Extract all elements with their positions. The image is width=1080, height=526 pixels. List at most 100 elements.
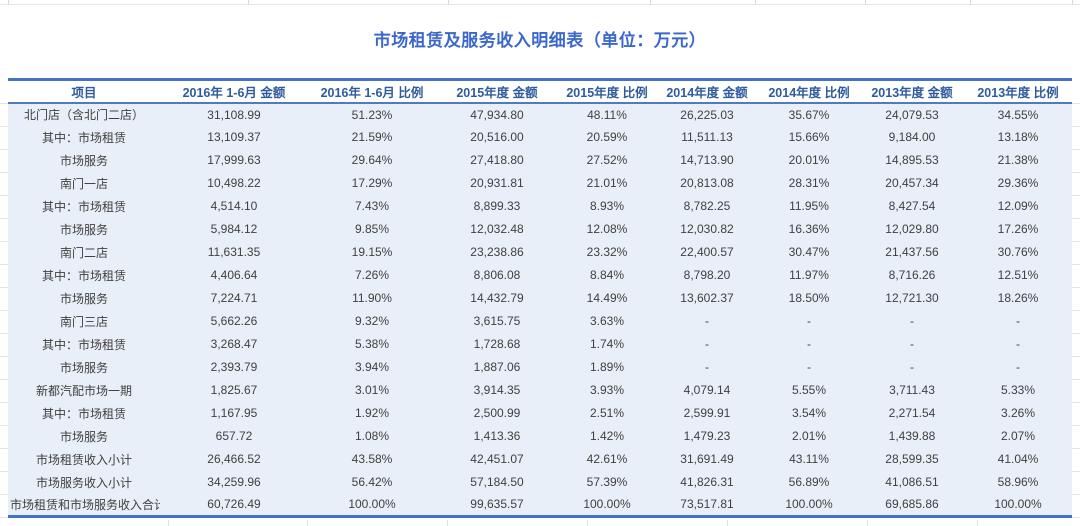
- cell-value: 43.11%: [789, 452, 829, 466]
- cell-value: 20,457.34: [885, 176, 939, 190]
- cell-value: 56.42%: [351, 475, 393, 489]
- cell-value: 14.49%: [586, 291, 628, 305]
- cell-value: 21.38%: [997, 153, 1039, 167]
- cell-value: 47,934.80: [470, 107, 524, 122]
- cell-value: 29.36%: [997, 176, 1039, 190]
- cell-value: 2.07%: [1000, 429, 1036, 443]
- spreadsheet-gridline: [1072, 103, 1080, 104]
- cell-value: -: [807, 337, 811, 351]
- cell-value: -: [1016, 314, 1020, 328]
- cell-value: 41,826.31: [680, 475, 734, 489]
- spreadsheet-gridline: [0, 218, 8, 219]
- cell-value: 2.01%: [791, 429, 827, 443]
- spreadsheet-gridline: [1072, 402, 1080, 403]
- cell-value: 20,516.00: [470, 130, 524, 144]
- cell-value: 16.36%: [788, 222, 830, 236]
- cell-value: 12,721.30: [885, 291, 939, 305]
- row-label: 其中：市场租赁: [41, 268, 126, 283]
- cell-value: 30.76%: [997, 245, 1039, 259]
- row-label: 南门一店: [59, 176, 108, 191]
- cell-value: 22,400.57: [680, 245, 734, 259]
- spreadsheet-gridline: [1072, 218, 1080, 219]
- cell-value: 3.94%: [354, 360, 390, 374]
- cell-value: 31,691.49: [680, 452, 734, 466]
- column-header-2014-amount: 2014年度 金额: [666, 85, 748, 100]
- cell-value: 23.32%: [586, 245, 628, 259]
- cell-value: 4,079.14: [683, 383, 731, 397]
- spreadsheet-gridline: [1072, 517, 1080, 518]
- cell-value: -: [705, 314, 709, 328]
- cell-value: 2,599.91: [683, 406, 731, 420]
- cell-value: 8,806.08: [473, 268, 521, 282]
- spreadsheet-gridline: [1072, 494, 1080, 495]
- cell-value: 12.08%: [586, 222, 628, 236]
- column-header-2016-ratio: 2016年 1-6月 比例: [320, 85, 424, 100]
- spreadsheet-gridline: [0, 126, 8, 127]
- spreadsheet-gridline: [755, 0, 756, 5]
- spreadsheet-gridline: [0, 241, 8, 242]
- cell-value: 1,479.23: [683, 429, 731, 443]
- cell-value: 2,271.54: [888, 406, 936, 420]
- cell-value: 29.64%: [351, 153, 393, 167]
- column-header-item: 项目: [71, 85, 97, 100]
- cell-value: 100.00%: [785, 497, 833, 512]
- cell-value: 14,713.90: [680, 153, 734, 167]
- table-row: 市场服务 7,224.71 11.90% 14,432.79 14.49% 13,602.…: [8, 287, 1072, 310]
- cell-value: 18.50%: [788, 291, 830, 305]
- cell-value: 56.89%: [788, 475, 830, 489]
- spreadsheet-gridline: [0, 402, 8, 403]
- cell-value: -: [1016, 337, 1020, 351]
- spreadsheet-gridline: [0, 4, 1080, 5]
- cell-value: 35.67%: [788, 107, 830, 122]
- cell-value: 9.85%: [354, 222, 390, 236]
- spreadsheet-gridline: [0, 471, 8, 472]
- cell-value: 28.31%: [788, 176, 830, 190]
- cell-value: -: [910, 337, 914, 351]
- cell-value: 41.04%: [997, 452, 1039, 466]
- column-header-2013-amount: 2013年度 金额: [871, 85, 953, 100]
- cell-value: 27.52%: [586, 153, 628, 167]
- income-table-container: 项目 2016年 1-6月 金额 2016年 1-6月 比例 2015年度 金额…: [8, 78, 1072, 518]
- table-row: 南门一店 10,498.22 17.29% 20,931.81 21.01% 20,813…: [8, 172, 1072, 195]
- cell-value: 3.54%: [791, 406, 827, 420]
- cell-value: 21.59%: [351, 130, 393, 144]
- spreadsheet-gridline: [307, 520, 308, 526]
- column-header-2015-amount: 2015年度 金额: [456, 85, 538, 100]
- cell-value: -: [807, 360, 811, 374]
- spreadsheet-gridline: [0, 425, 8, 426]
- cell-value: 21.01%: [586, 176, 628, 190]
- column-header-2013-ratio: 2013年度 比例: [977, 85, 1059, 100]
- table-row: 南门三店 5,662.26 9.32% 3,615.75 3.63% - - - -: [8, 310, 1072, 333]
- spreadsheet-gridline: [1072, 425, 1080, 426]
- column-header-2016-amount: 2016年 1-6月 金额: [182, 85, 286, 100]
- spreadsheet-gridline: [0, 379, 8, 380]
- cell-value: 14,895.53: [885, 153, 939, 167]
- column-header-2015-ratio: 2015年度 比例: [566, 85, 648, 100]
- cell-value: 13,602.37: [680, 291, 734, 305]
- cell-value: 30.47%: [788, 245, 830, 259]
- cell-value: 1,825.67: [210, 383, 258, 397]
- cell-value: 1,439.88: [888, 429, 936, 443]
- cell-value: -: [1016, 360, 1020, 374]
- cell-value: 1.08%: [354, 429, 390, 443]
- cell-value: 1.74%: [589, 337, 625, 351]
- row-label: 市场租赁和市场服务收入合计: [10, 497, 160, 512]
- cell-value: 8.93%: [589, 199, 625, 213]
- cell-value: 12,029.80: [885, 222, 939, 236]
- row-label: 市场服务: [59, 429, 108, 444]
- spreadsheet-gridline: [727, 520, 728, 526]
- cell-value: 5,984.12: [210, 222, 258, 236]
- cell-value: -: [705, 360, 709, 374]
- spreadsheet-gridline: [0, 333, 8, 334]
- cell-value: 8,427.54: [888, 199, 936, 213]
- cell-value: -: [910, 360, 914, 374]
- page-title: 市场租赁及服务收入明细表（单位：万元）: [373, 31, 707, 50]
- cell-value: 69,685.86: [885, 497, 939, 512]
- table-row: 市场租赁和市场服务收入合计 60,726.49 100.00% 99,635.57 10…: [8, 494, 1072, 517]
- cell-value: 1,887.06: [473, 360, 521, 374]
- cell-value: 3.26%: [1000, 406, 1036, 420]
- cell-value: 20.59%: [586, 130, 628, 144]
- spreadsheet-gridline: [0, 264, 8, 265]
- cell-value: 7.26%: [354, 268, 390, 282]
- table-row: 其中：市场租赁 1,167.95 1.92% 2,500.99 2.51% 2,599.9…: [8, 402, 1072, 425]
